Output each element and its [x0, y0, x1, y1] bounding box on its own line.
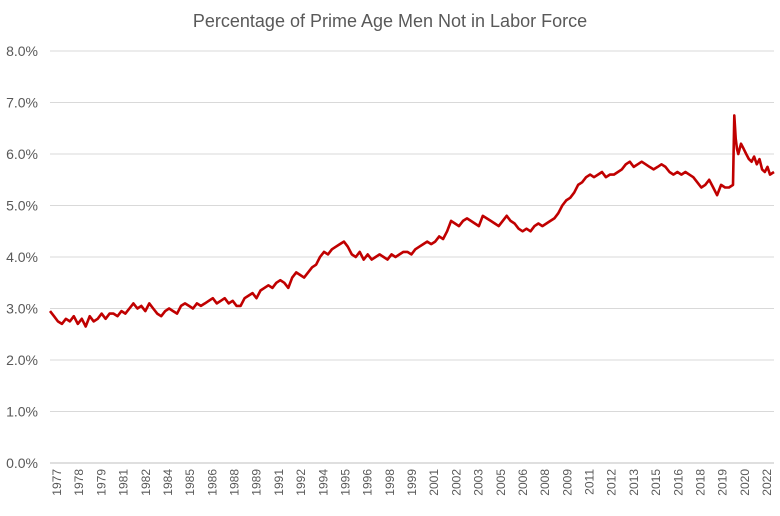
x-tick-label: 2020	[738, 469, 752, 496]
x-tick-label: 2012	[605, 469, 619, 496]
y-tick-label: 3.0%	[6, 301, 38, 317]
y-tick-label: 2.0%	[6, 352, 38, 368]
y-tick-label: 6.0%	[6, 146, 38, 162]
x-tick-label: 2009	[560, 469, 574, 496]
x-tick-label: 1988	[228, 469, 242, 496]
gridlines	[50, 50, 774, 412]
x-tick-label: 2016	[671, 469, 685, 496]
x-tick-label: 1986	[205, 469, 219, 496]
x-tick-label: 1989	[250, 469, 264, 496]
x-tick-label: 1994	[316, 469, 330, 496]
x-tick-label: 1996	[361, 469, 375, 496]
y-tick-label: 1.0%	[6, 404, 38, 420]
x-tick-label: 2003	[472, 469, 486, 496]
y-tick-label: 4.0%	[6, 249, 38, 265]
x-tick-label: 1999	[405, 469, 419, 496]
series-line	[48, 114, 775, 328]
x-tick-label: 1977	[50, 469, 64, 496]
y-tick-label: 5.0%	[6, 198, 38, 214]
x-tick-label: 1991	[272, 469, 286, 496]
x-tick-label: 2006	[516, 469, 530, 496]
x-tick-label: 2019	[716, 469, 730, 496]
x-tick-label: 2013	[627, 469, 641, 496]
x-tick-label: 2008	[538, 469, 552, 496]
x-tick-label: 1978	[72, 469, 86, 496]
y-tick-label: 7.0%	[6, 95, 38, 111]
x-tick-label: 1982	[139, 469, 153, 496]
y-tick-label: 8.0%	[6, 43, 38, 59]
chart-title: Percentage of Prime Age Men Not in Labor…	[193, 11, 587, 31]
x-tick-label: 2015	[649, 469, 663, 496]
x-tick-label: 1979	[94, 469, 108, 496]
x-tick-label: 2018	[693, 469, 707, 496]
x-tick-label: 2005	[494, 469, 508, 496]
x-axis-ticks: 1977 1978 1979 1981 1982 1984 1985 1986 1988 1989…	[50, 469, 774, 496]
x-tick-label: 1992	[294, 469, 308, 496]
x-tick-label: 2001	[427, 469, 441, 496]
x-tick-label: 1984	[161, 469, 175, 496]
x-tick-label: 1981	[117, 469, 131, 496]
y-axis-ticks: 0.0% 1.0% 2.0% 3.0% 4.0% 5.0% 6.0% 7.0% 8.0%	[6, 43, 38, 471]
x-tick-label: 2022	[760, 469, 774, 496]
x-tick-label: 1985	[183, 469, 197, 496]
x-tick-label: 2011	[583, 469, 597, 495]
x-tick-label: 1998	[383, 469, 397, 496]
y-tick-label: 0.0%	[6, 455, 38, 471]
x-tick-label: 2002	[449, 469, 463, 496]
x-tick-label: 1995	[338, 469, 352, 496]
